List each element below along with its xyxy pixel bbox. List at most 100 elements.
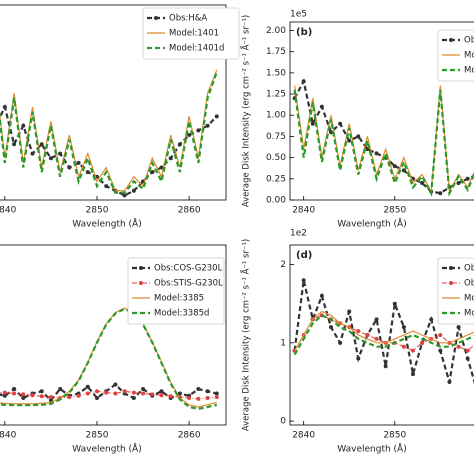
data-point	[76, 160, 81, 165]
legend-label: Model:3385d	[154, 309, 209, 319]
data-point	[159, 389, 164, 394]
x-tick-label: 2850	[383, 431, 406, 441]
data-point	[187, 133, 192, 137]
panel: 284028502860Wavelength (Å)0.000.250.500.…	[240, 10, 474, 230]
x-tick-label: 2840	[292, 206, 315, 216]
legend-label: Obs:H&A	[464, 36, 474, 46]
data-point	[2, 390, 7, 395]
data-point	[39, 142, 44, 147]
data-point	[2, 393, 7, 398]
y-axis-label: Average Disk Intensity (erg cm⁻² s⁻¹ Å⁻¹…	[240, 15, 252, 207]
data-point	[131, 396, 136, 400]
x-tick-label: 2860	[178, 206, 201, 216]
x-axis-label: Wavelength (Å)	[72, 218, 141, 230]
data-point	[465, 356, 470, 361]
series-line	[0, 69, 218, 192]
data-point	[177, 391, 182, 396]
data-point	[12, 142, 17, 147]
data-point	[177, 142, 182, 147]
data-point	[411, 348, 415, 353]
series-line	[0, 71, 218, 194]
data-point	[319, 104, 324, 109]
data-point	[30, 393, 35, 398]
legend-box	[437, 257, 474, 325]
data-point	[95, 396, 99, 400]
data-point	[122, 193, 127, 198]
data-point	[67, 165, 72, 170]
data-point	[30, 151, 35, 156]
y-tick-label: 0.25	[266, 174, 286, 184]
data-point	[392, 164, 397, 169]
panel: 2840 2850 2860 Wavelength (Å) Obs:COS-G230L O…	[0, 244, 227, 455]
data-point	[131, 188, 136, 193]
data-point	[365, 333, 370, 337]
x-axis-label: Wavelength (Å)	[337, 443, 406, 455]
x-tick-label: 2850	[86, 431, 109, 441]
data-point	[85, 391, 90, 396]
data-point	[329, 325, 333, 330]
data-point	[301, 79, 306, 84]
legend-marker	[449, 281, 453, 285]
data-point	[465, 348, 470, 353]
y-tick-label: 2	[280, 260, 286, 270]
plot-frame	[289, 244, 474, 426]
plot-frame	[289, 21, 474, 201]
series-line	[294, 85, 474, 194]
data-point	[21, 392, 26, 397]
data-point	[214, 114, 219, 119]
data-point	[113, 382, 118, 387]
y-tick-label: 1.75	[266, 47, 286, 57]
legend-label: Model:1401	[464, 51, 474, 61]
data-point	[401, 168, 406, 173]
data-point	[159, 393, 164, 398]
y-axis-label: Average Disk Intensity (erg cm⁻² s⁻¹ Å⁻¹…	[240, 239, 252, 431]
legend-label: Obs:STIS-G230L	[464, 279, 474, 289]
data-point	[141, 391, 146, 396]
data-point	[104, 184, 109, 189]
data-point	[141, 387, 146, 391]
data-point	[196, 128, 201, 133]
data-point	[113, 391, 118, 396]
y-tick-label: 1.25	[266, 90, 286, 100]
data-point	[438, 348, 443, 353]
data-point	[131, 390, 136, 395]
series-line	[294, 310, 474, 352]
data-point	[438, 333, 443, 337]
data-point	[356, 329, 361, 334]
y-tick-label: 0.50	[266, 153, 286, 163]
data-point	[456, 325, 461, 330]
data-point	[150, 170, 155, 175]
data-point	[456, 181, 461, 186]
x-tick-label: 2850	[383, 206, 406, 216]
legend-label: Obs:H&A	[169, 14, 207, 24]
data-point	[214, 391, 219, 396]
data-point	[76, 393, 81, 398]
data-point	[196, 387, 201, 391]
series-line	[293, 314, 474, 356]
legend-label: Obs:COS-G230L	[464, 264, 474, 274]
data-point	[383, 364, 388, 369]
data-point	[374, 317, 379, 322]
data-point	[159, 165, 164, 170]
data-point	[319, 293, 324, 298]
data-point	[104, 390, 109, 395]
y-tick-label: 0.00	[266, 196, 286, 206]
data-point	[205, 396, 210, 400]
data-point	[329, 130, 333, 135]
data-point	[12, 387, 17, 391]
data-point	[85, 384, 90, 389]
legend-box	[127, 257, 225, 325]
legend-label: Model:3385	[154, 294, 204, 304]
y-tick-label: 0.75	[266, 132, 286, 142]
y-tick-label: 1.50	[266, 68, 286, 78]
data-point	[95, 389, 99, 394]
data-point	[85, 170, 90, 175]
data-point	[168, 394, 173, 399]
series-line	[0, 307, 218, 410]
y-tick-label: 2.00	[266, 26, 286, 36]
legend-marker	[139, 266, 143, 270]
legend-label: Obs:COS-G230L	[154, 264, 223, 274]
data-point	[301, 278, 306, 283]
